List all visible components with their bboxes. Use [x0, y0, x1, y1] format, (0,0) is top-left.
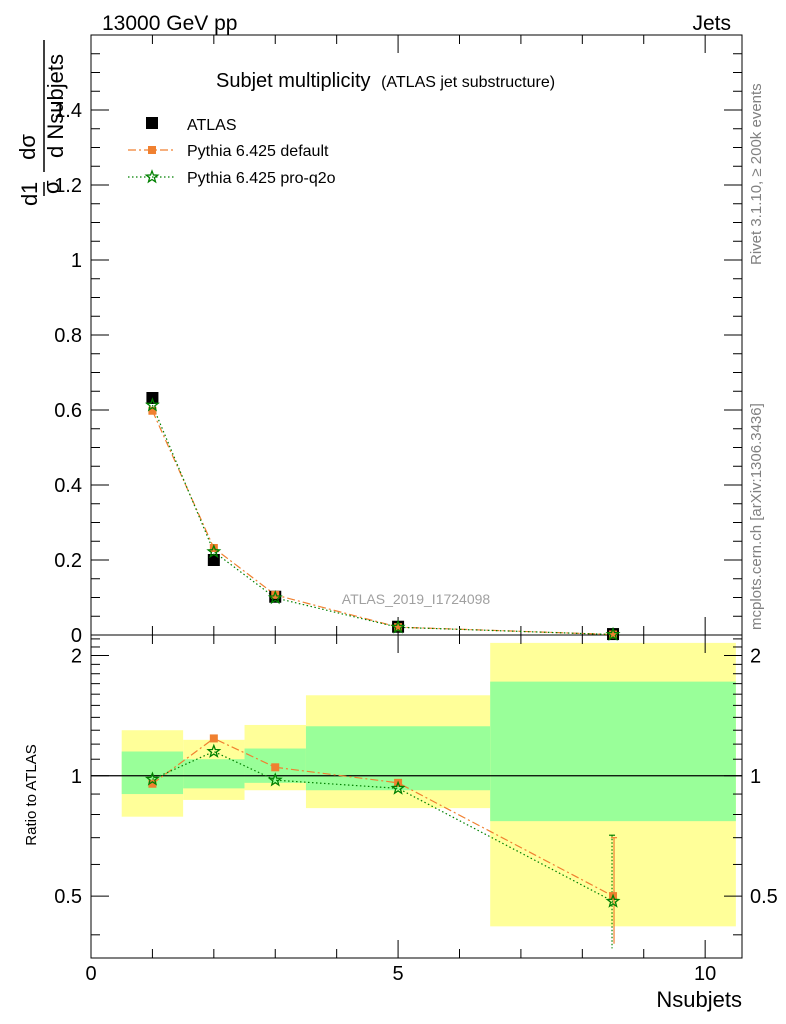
ratio-y-tick-label-right: 1	[750, 766, 761, 788]
data-point-series-2	[605, 626, 621, 641]
main-y-axis-label: 1 d σ dσ d Nsubjets	[15, 40, 68, 206]
ratio-line-1	[152, 750, 614, 902]
legend-label-default: Pythia 6.425 default	[187, 143, 329, 160]
x-tick-label: 10	[694, 963, 716, 985]
ratio-point-default	[148, 779, 157, 788]
ratio-point-default	[271, 763, 280, 772]
chart-subtitle: (ATLAS jet substructure)	[381, 74, 555, 91]
energy-label: 13000 GeV pp	[102, 12, 237, 35]
ratio-point-proq2o	[605, 893, 621, 908]
ratio-uncertainty-bands	[121, 642, 736, 927]
ratio-point-default	[209, 734, 218, 743]
main-y-tick-label: 0.4	[54, 475, 82, 497]
process-label: Jets	[692, 12, 731, 35]
rivet-label: Rivet 3.1.10, ≥ 200k events	[748, 83, 765, 265]
ratio-y-tick-label-right: 0.5	[750, 886, 778, 908]
chart-title: Subjet multiplicity (ATLAS jet substruct…	[216, 70, 555, 92]
ratio-points	[144, 734, 621, 908]
data-point-series-1	[394, 623, 403, 632]
data-point-series-0	[207, 554, 220, 566]
ratio-y-tick-label: 0.5	[54, 886, 82, 908]
legend-marker-proq2o	[144, 169, 160, 184]
ratio-point-proq2o	[390, 780, 406, 795]
chart-title-main: Subjet multiplicity	[216, 70, 371, 92]
data-point-series-2	[144, 397, 160, 412]
data-point-series-1	[271, 590, 280, 599]
ratio-band-inner	[183, 759, 245, 789]
data-point-series-1	[609, 630, 618, 639]
data-point-series-2	[206, 543, 222, 559]
ratio-band-inner	[490, 681, 736, 822]
analysis-watermark: ATLAS_2019_I1724098	[342, 591, 491, 607]
legend-label-proq2o: Pythia 6.425 pro-q2o	[187, 170, 336, 187]
legend-marker-default	[148, 146, 156, 154]
x-axis-label: Nsubjets	[656, 987, 742, 1012]
data-point-series-1	[148, 406, 157, 415]
data-point-series-2	[390, 619, 406, 634]
legend-marker-atlas	[146, 117, 158, 129]
mcplots-label: mcplots.cern.ch [arXiv:1306.3436]	[748, 403, 765, 630]
x-tick-label: 5	[393, 963, 404, 985]
ratio-point-proq2o	[144, 771, 160, 786]
ratio-plot-frame	[90, 634, 743, 959]
data-point-series-1	[209, 544, 218, 552]
main-y-tick-label: 0.8	[54, 325, 82, 347]
main-y-tick-label: 1.2	[54, 175, 82, 197]
main-y-tick-label: 1	[71, 250, 82, 272]
main-y-tick-label: 0	[71, 625, 82, 647]
ratio-y-tick-label: 2	[71, 645, 82, 667]
data-point-series-2	[267, 590, 283, 605]
ratio-y-axis-label: Ratio to ATLAS	[23, 744, 40, 845]
main-y-tick-label: 0.6	[54, 400, 82, 422]
ylabel-d-sigma: dσ	[15, 134, 40, 160]
series-points	[144, 392, 621, 641]
axis-tick-labels: 0 5 10 0 0.2 0.4 0.6 0.8 1 1.2 1.4 0.5 0.5 1 1 2 2	[54, 100, 778, 985]
x-tick-label: 0	[85, 963, 96, 985]
legend: ATLAS Pythia 6.425 default Pythia 6.425 …	[128, 117, 336, 187]
ylabel-one-over-sigma: 1 d σ	[17, 176, 64, 206]
ratio-y-tick-label: 1	[71, 766, 82, 788]
ratio-y-tick-label-right: 2	[750, 645, 761, 667]
main-y-tick-label: 0.2	[54, 550, 82, 572]
ratio-point-proq2o	[206, 743, 222, 758]
ylabel-d-nsubjets: d Nsubjets	[43, 54, 68, 158]
ratio-point-proq2o	[267, 772, 283, 787]
main-y-tick-label: 1.4	[54, 100, 82, 122]
legend-label-atlas: ATLAS	[187, 117, 237, 134]
